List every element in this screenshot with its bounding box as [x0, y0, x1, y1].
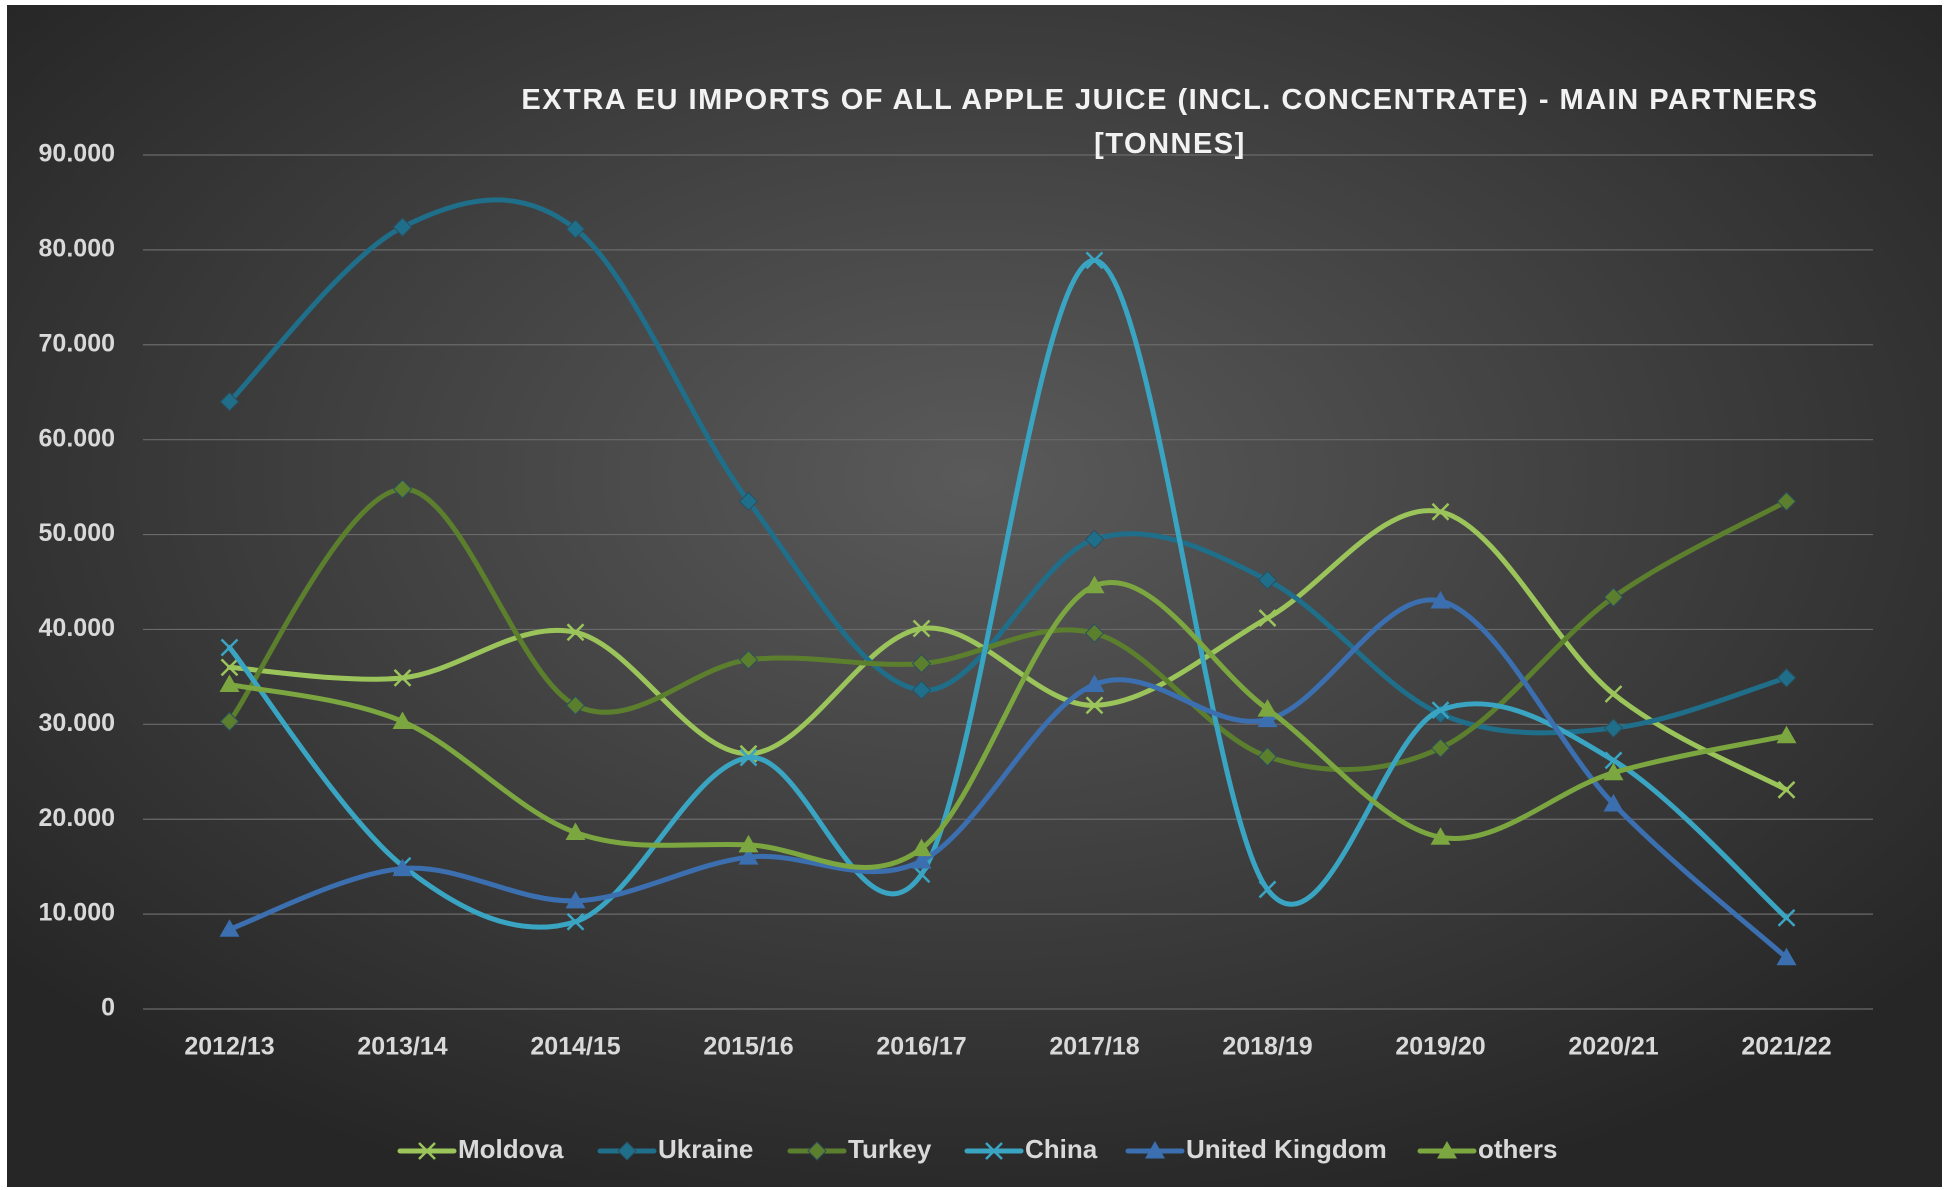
data-marker — [566, 623, 585, 642]
legend-label: United Kingdom — [1186, 1134, 1387, 1164]
data-marker — [565, 890, 586, 909]
x-tick-label: 2018/19 — [1222, 1033, 1312, 1061]
data-marker — [392, 217, 413, 237]
data-marker — [911, 838, 932, 857]
data-marker — [1431, 701, 1450, 719]
data-marker — [1604, 751, 1623, 770]
data-marker — [392, 711, 413, 729]
series-line — [227, 597, 1789, 961]
data-marker — [911, 850, 932, 869]
data-marker — [219, 674, 240, 692]
legend-marker — [807, 1141, 827, 1161]
data-marker — [1257, 570, 1278, 590]
x-tick-label: 2013/14 — [357, 1033, 447, 1061]
legend-label: Ukraine — [658, 1134, 753, 1164]
data-marker — [1776, 668, 1797, 688]
x-tick-label: 2014/15 — [530, 1033, 620, 1061]
data-marker — [566, 912, 585, 931]
data-marker — [1776, 947, 1797, 966]
data-marker — [912, 619, 931, 638]
data-marker — [219, 711, 240, 732]
y-tick-label: 40.000 — [39, 614, 115, 642]
data-marker — [1258, 880, 1277, 899]
x-tick-label: 2016/17 — [876, 1033, 966, 1061]
data-marker — [220, 658, 239, 677]
data-marker — [393, 668, 412, 687]
data-marker — [1258, 609, 1277, 627]
data-marker — [1603, 587, 1624, 607]
data-marker — [1430, 590, 1451, 609]
legend-marker — [1437, 1141, 1457, 1159]
y-tick-label: 80.000 — [39, 234, 115, 262]
legend-marker — [1145, 1141, 1165, 1159]
data-marker — [219, 919, 240, 937]
series-line — [227, 257, 1789, 930]
data-marker — [565, 695, 586, 716]
data-marker — [1257, 746, 1278, 767]
y-tick-label: 90.000 — [39, 140, 115, 168]
data-marker — [1084, 674, 1105, 692]
data-marker — [565, 822, 586, 841]
legend-marker — [617, 1141, 637, 1161]
chart-title: EXTRA EU IMPORTS OF ALL APPLE JUICE (INC… — [521, 84, 1819, 160]
data-marker — [1603, 762, 1624, 781]
x-tick-label: 2015/16 — [703, 1033, 793, 1061]
data-marker — [738, 491, 759, 512]
y-tick-label: 70.000 — [39, 329, 115, 357]
data-marker — [1777, 909, 1796, 927]
legend-marker — [985, 1142, 1003, 1160]
data-marker — [1776, 725, 1797, 744]
y-tick-label: 20.000 — [39, 804, 115, 832]
legend-label: others — [1478, 1134, 1557, 1164]
legend-marker — [418, 1142, 436, 1160]
y-tick-label: 30.000 — [39, 709, 115, 737]
data-marker — [219, 392, 240, 412]
legend-label: Turkey — [848, 1134, 932, 1164]
data-marker — [1431, 502, 1450, 521]
data-marker — [1085, 251, 1104, 270]
data-marker — [1604, 685, 1623, 703]
data-marker — [739, 748, 758, 767]
x-tick-label: 2021/22 — [1741, 1033, 1831, 1061]
data-marker — [1430, 827, 1451, 845]
data-marker — [1084, 575, 1105, 594]
data-marker — [1777, 780, 1796, 799]
data-marker — [1603, 718, 1624, 738]
data-marker — [220, 638, 239, 657]
data-marker — [392, 858, 413, 877]
legend-label: China — [1025, 1134, 1098, 1164]
data-marker — [911, 653, 932, 674]
y-tick-label: 10.000 — [39, 899, 115, 927]
x-tick-label: 2012/13 — [184, 1033, 274, 1061]
data-marker — [1257, 699, 1278, 717]
data-marker — [565, 219, 586, 239]
series-line — [227, 580, 1789, 870]
data-marker — [738, 847, 759, 865]
data-marker — [1776, 491, 1797, 512]
data-marker — [738, 650, 759, 670]
data-marker — [1603, 794, 1624, 812]
data-marker — [1430, 738, 1451, 758]
data-marker — [1257, 709, 1278, 728]
chart-background — [7, 5, 1942, 1187]
y-tick-label: 60.000 — [39, 424, 115, 452]
x-tick-label: 2019/20 — [1395, 1033, 1485, 1061]
data-marker — [1085, 696, 1104, 715]
data-marker — [392, 479, 413, 499]
series-line — [227, 197, 1789, 736]
x-tick-label: 2020/21 — [1568, 1033, 1658, 1061]
y-tick-label: 0 — [101, 994, 115, 1022]
data-marker — [912, 865, 931, 884]
y-tick-label: 50.000 — [39, 519, 115, 547]
data-marker — [1084, 623, 1105, 643]
data-marker — [1084, 529, 1105, 550]
data-marker — [911, 680, 932, 700]
x-tick-label: 2017/18 — [1049, 1033, 1139, 1061]
legend-label: Moldova — [458, 1134, 564, 1164]
data-marker — [738, 834, 759, 853]
